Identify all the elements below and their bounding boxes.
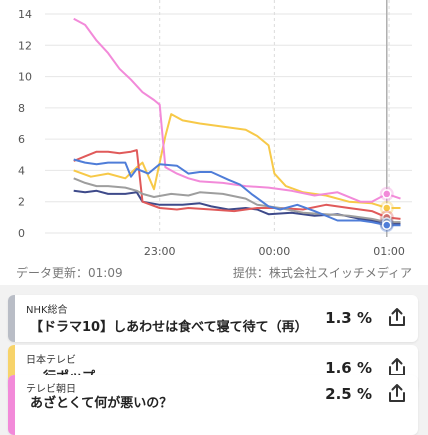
y-tick-label: 8 (18, 102, 25, 115)
channel-name: NHK総合 (26, 305, 68, 316)
series-line (73, 149, 401, 220)
y-tick-label: 0 (18, 227, 25, 240)
program-title: あざとくて何が悪いの？ (30, 396, 173, 411)
line-chart: 0 2 4 6 8 10 12 14 23:00 00:00 01:00 (18, 0, 412, 258)
current-point (382, 203, 392, 213)
channel-color-stripe (8, 295, 15, 342)
y-tick-label: 6 (18, 133, 25, 146)
data-provider: 提供：株式会社スイッチメディア (232, 266, 412, 280)
series-line (73, 189, 401, 225)
series-line (73, 158, 401, 227)
current-point (382, 220, 392, 230)
channel-name: テレビ朝日 (26, 384, 76, 395)
y-tick-label: 2 (18, 196, 25, 209)
series-line (73, 177, 401, 224)
series-line (73, 113, 401, 209)
chart-footer: データ更新：01:09 提供：株式会社スイッチメディア (0, 262, 428, 282)
rating-value: 1.6 % (325, 359, 372, 377)
ratings-chart: 0 2 4 6 8 10 12 14 23:00 00:00 01:00 データ更新：01:09 提… (0, 0, 428, 285)
y-tick-label: 10 (18, 71, 32, 84)
rating-value: 1.3 % (325, 309, 372, 327)
x-tick-label: 23:00 (144, 245, 176, 258)
channel-name: 日本テレビ (26, 355, 76, 366)
current-point (382, 189, 392, 199)
y-tick-label: 12 (18, 39, 32, 52)
x-tick-label: 01:00 (373, 245, 405, 258)
rating-value: 2.5 % (325, 385, 372, 403)
channel-color-stripe (8, 345, 15, 392)
channel-card-nhk[interactable]: NHK総合 【ドラマ10】しあわせは食べて寝て待て（再） 1.3 % (8, 295, 418, 342)
program-title: 【ドラマ10】しあわせは食べて寝て待て（再） (30, 320, 308, 335)
y-tick-label: 4 (18, 164, 25, 177)
series-line (73, 17, 401, 203)
y-tick-label: 14 (18, 8, 32, 21)
x-tick-label: 00:00 (259, 245, 291, 258)
channel-color-stripe (8, 375, 15, 435)
data-updated-time: データ更新：01:09 (16, 266, 123, 280)
channel-card-tvasahi[interactable]: テレビ朝日 あざとくて何が悪いの？ 2.5 % (8, 375, 418, 435)
share-icon[interactable] (386, 382, 408, 404)
share-icon[interactable] (386, 306, 408, 328)
